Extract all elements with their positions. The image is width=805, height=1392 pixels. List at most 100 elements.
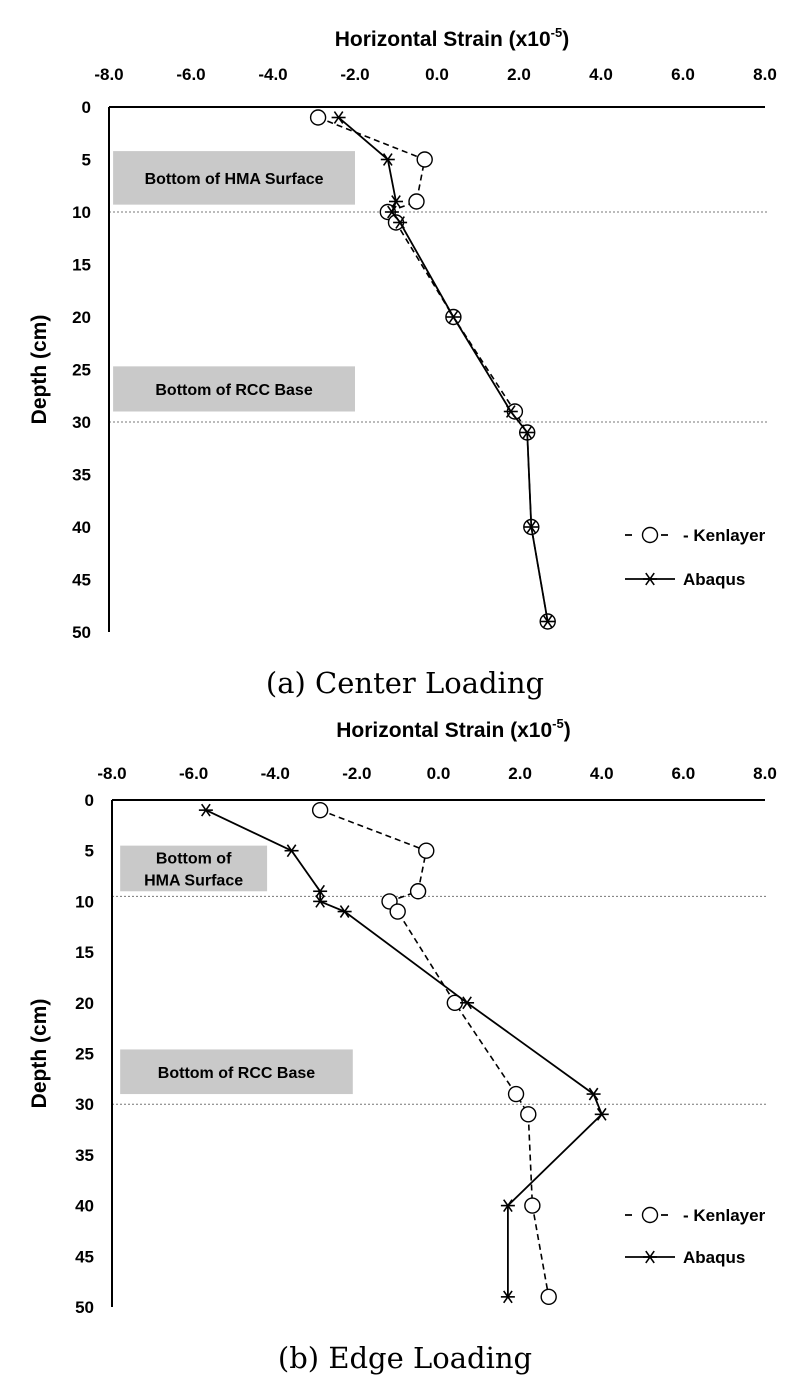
- legend-label: - Kenlayer: [683, 526, 766, 545]
- x-axis-title: Horizontal Strain (x10-5): [335, 25, 569, 51]
- y-tick-label: 30: [72, 413, 91, 432]
- kenlayer-point: [520, 1106, 537, 1123]
- x-axis-title-text: Horizontal Strain (x10: [335, 28, 551, 51]
- x-axis-title-exponent: -5: [551, 25, 563, 40]
- x-tick-label: -6.0: [179, 764, 208, 783]
- x-axis-title-text: Horizontal Strain (x10: [336, 719, 552, 742]
- y-tick-label: 50: [72, 623, 91, 642]
- annotation-label: Bottom of RCC Base: [155, 382, 312, 399]
- y-tick-label: 15: [72, 256, 91, 275]
- legend-label: Abaqus: [683, 1248, 745, 1267]
- x-tick-label: 4.0: [589, 65, 613, 84]
- x-tick-label: -8.0: [97, 764, 126, 783]
- x-tick-label: -2.0: [340, 65, 369, 84]
- abaqus-point: [540, 615, 555, 628]
- annotation-box: [113, 366, 355, 412]
- x-tick-label: 0.0: [425, 65, 449, 84]
- abaqus-point: [384, 205, 399, 219]
- x-tick-label: 8.0: [753, 764, 777, 783]
- legend-label-text: Abaqus: [683, 1248, 745, 1267]
- y-tick-label: 0: [82, 98, 91, 117]
- abaqus-point: [594, 1107, 609, 1121]
- y-tick-label: 25: [75, 1045, 94, 1064]
- y-tick-label: 45: [72, 571, 91, 590]
- figure-caption: (b) Edge Loading: [278, 1341, 532, 1375]
- x-tick-label: 6.0: [671, 65, 695, 84]
- kenlayer-point: [507, 1085, 525, 1103]
- y-tick-label: 15: [75, 943, 94, 962]
- abaqus-point: [500, 1290, 515, 1304]
- x-tick-label: 6.0: [672, 764, 696, 783]
- kenlayer-point: [524, 1197, 541, 1214]
- legend-label: Abaqus: [683, 570, 745, 589]
- abaqus-point: [393, 216, 408, 229]
- figure-caption: (a) Center Loading: [266, 666, 544, 700]
- x-axis-title-close: ): [562, 28, 569, 51]
- abaqus-series-line: [338, 116, 549, 622]
- x-tick-label: 4.0: [590, 764, 614, 783]
- y-axis-title: Depth (cm): [28, 999, 51, 1109]
- abaqus-point: [331, 111, 346, 124]
- y-tick-label: 30: [75, 1095, 94, 1114]
- abaqus-point: [500, 1199, 515, 1213]
- chart-center-loading: Bottom of HMA Surface Bottom of RCC Base H…: [28, 25, 777, 700]
- y-tick-label: 40: [75, 1197, 94, 1216]
- x-tick-label: -4.0: [261, 764, 290, 783]
- kenlayer-point: [418, 842, 435, 859]
- abaqus-point: [198, 803, 213, 817]
- kenlayer-point: [389, 903, 406, 920]
- abaqus-point: [313, 894, 328, 908]
- abaqus-point: [643, 1250, 657, 1264]
- y-tick-label: 20: [75, 994, 94, 1013]
- kenlayer-point: [309, 109, 327, 126]
- legend-label: - Kenlayer: [683, 1206, 766, 1225]
- abaqus-point: [446, 310, 461, 324]
- chart-edge-loading: Bottom of HMA Surface Bottom of RCC Base Ho…: [28, 716, 777, 1375]
- abaqus-point: [524, 520, 539, 534]
- annotation-label: Bottom of RCC Base: [158, 1065, 315, 1082]
- kenlayer-point: [408, 193, 425, 210]
- kenlayer-point: [540, 1288, 557, 1306]
- kenlayer-point: [416, 151, 433, 168]
- abaqus-point: [380, 153, 395, 166]
- x-axis-title-exponent: -5: [552, 716, 564, 731]
- y-tick-label: 5: [85, 842, 94, 861]
- x-tick-label: 0.0: [427, 764, 451, 783]
- y-tick-label: 40: [72, 518, 91, 537]
- x-tick-label: -6.0: [176, 65, 205, 84]
- kenlayer-point: [311, 801, 329, 819]
- x-tick-label: -8.0: [94, 65, 123, 84]
- legend-label-text: Kenlayer: [693, 1206, 765, 1225]
- x-tick-label: 2.0: [508, 764, 532, 783]
- annotation-label: Bottom of: [156, 850, 232, 867]
- x-tick-label: 2.0: [507, 65, 531, 84]
- abaqus-point: [503, 405, 518, 418]
- annotation-box: [113, 151, 355, 205]
- abaqus-series-line: [205, 809, 603, 1297]
- y-tick-label: 25: [72, 361, 91, 380]
- abaqus-point: [389, 195, 403, 208]
- abaqus-point: [520, 426, 535, 439]
- abaqus-point: [586, 1087, 601, 1101]
- legend-label-text: Kenlayer: [693, 526, 765, 545]
- y-axis-title: Depth (cm): [28, 315, 51, 425]
- x-tick-label: -2.0: [342, 764, 371, 783]
- y-tick-label: 35: [72, 466, 91, 485]
- y-tick-label: 20: [72, 308, 91, 327]
- y-tick-label: 0: [85, 791, 94, 810]
- kenlayer-series-line: [319, 809, 550, 1298]
- y-tick-label: 35: [75, 1146, 94, 1165]
- y-tick-label: 50: [75, 1298, 94, 1317]
- y-tick-label: 45: [75, 1247, 94, 1266]
- kenlayer-series-line: [317, 116, 549, 622]
- abaqus-point: [313, 884, 328, 898]
- x-tick-label: -4.0: [258, 65, 287, 84]
- x-tick-label: 8.0: [753, 65, 777, 84]
- x-axis-title: Horizontal Strain (x10-5): [336, 716, 570, 742]
- abaqus-point: [643, 572, 657, 586]
- annotation-label: HMA Surface: [144, 872, 243, 889]
- y-tick-label: 10: [75, 892, 94, 911]
- kenlayer-point: [641, 1206, 659, 1224]
- y-tick-label: 5: [82, 151, 91, 170]
